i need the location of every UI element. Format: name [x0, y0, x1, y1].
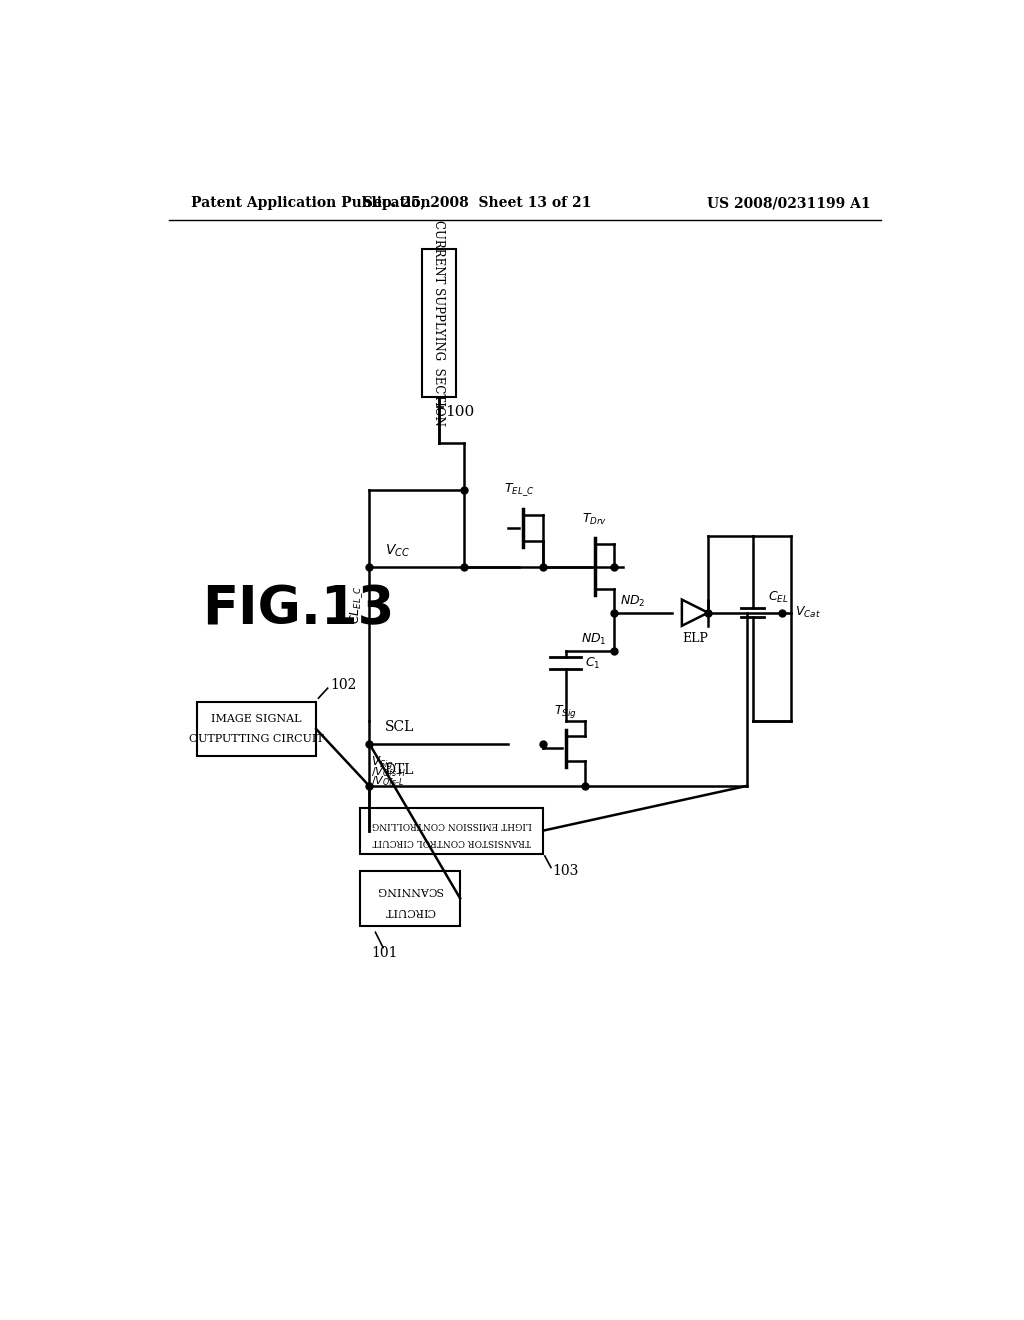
- Text: $T_{EL\_C}$: $T_{EL\_C}$: [504, 482, 535, 498]
- Text: $V_{Cat}$: $V_{Cat}$: [795, 605, 821, 620]
- Text: IMAGE SIGNAL: IMAGE SIGNAL: [211, 714, 302, 723]
- Text: CURRENT SUPPLYING  SECTION: CURRENT SUPPLYING SECTION: [432, 220, 445, 426]
- Text: SCANNING: SCANNING: [377, 884, 443, 895]
- Text: $T_{Drv}$: $T_{Drv}$: [583, 512, 607, 527]
- Text: $V_{CC}$: $V_{CC}$: [385, 543, 410, 558]
- Text: Patent Application Publication: Patent Application Publication: [190, 197, 430, 210]
- Text: 102: 102: [330, 678, 356, 692]
- Text: $/V_{Ofs\text{-}L}$: $/V_{Ofs\text{-}L}$: [371, 775, 403, 788]
- Text: ELP: ELP: [682, 632, 708, 645]
- Text: FIG.13: FIG.13: [202, 583, 394, 635]
- Text: $/V_{Ofs\text{-}H}$: $/V_{Ofs\text{-}H}$: [371, 766, 406, 779]
- Text: CIRCUIT: CIRCUIT: [385, 906, 435, 916]
- Text: Sep. 25, 2008  Sheet 13 of 21: Sep. 25, 2008 Sheet 13 of 21: [362, 197, 591, 210]
- Text: LIGHT EMISSION CONTROLLING: LIGHT EMISSION CONTROLLING: [372, 820, 531, 829]
- Text: $C_1$: $C_1$: [585, 656, 600, 671]
- Text: US 2008/0231199 A1: US 2008/0231199 A1: [708, 197, 870, 210]
- Text: $CL_{EL\_C}$: $CL_{EL\_C}$: [348, 586, 366, 624]
- Text: $ND_2$: $ND_2$: [621, 594, 646, 609]
- Text: TRANSISTOR CONTROL CIRCUIT: TRANSISTOR CONTROL CIRCUIT: [373, 837, 530, 846]
- Bar: [422, 249, 456, 397]
- Text: 103: 103: [553, 863, 579, 878]
- Bar: [197, 702, 316, 756]
- Text: $T_{Sig}$: $T_{Sig}$: [554, 704, 578, 721]
- Text: $V_{Sig}$: $V_{Sig}$: [371, 754, 393, 771]
- Text: $ND_1$: $ND_1$: [581, 632, 606, 647]
- Text: $C_{EL}$: $C_{EL}$: [768, 590, 788, 605]
- Text: 100: 100: [444, 405, 474, 418]
- Text: DTL: DTL: [385, 763, 414, 776]
- Bar: [360, 871, 460, 927]
- Bar: [360, 808, 544, 854]
- Text: OUTPUTTING CIRCUIT: OUTPUTTING CIRCUIT: [189, 734, 324, 744]
- Text: 101: 101: [372, 946, 398, 960]
- Text: SCL: SCL: [385, 721, 414, 734]
